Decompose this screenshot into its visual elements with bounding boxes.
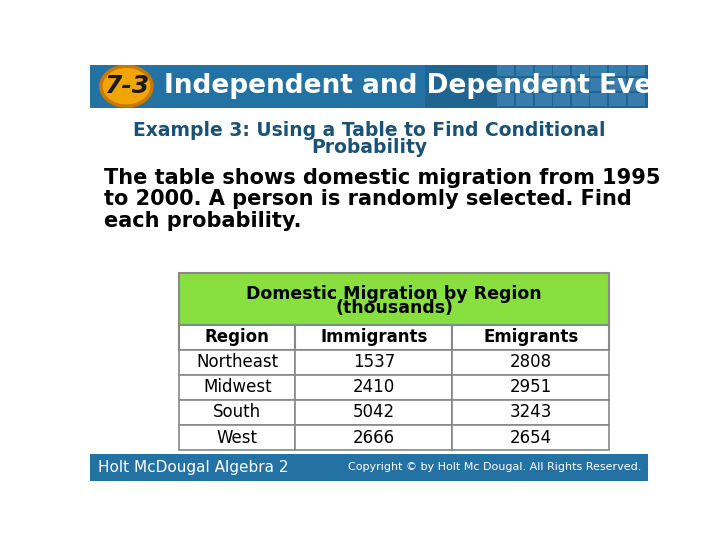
Bar (425, 65, 648, 107)
Bar (516, 63, 533, 76)
Bar (295, 425, 452, 450)
Bar (179, 425, 295, 450)
Bar (516, 93, 533, 106)
Bar (628, 63, 644, 76)
Text: 2951: 2951 (510, 379, 552, 396)
Bar (498, 93, 514, 106)
Text: West: West (217, 429, 258, 447)
Bar (609, 78, 626, 91)
Bar (534, 93, 552, 106)
Text: Holt McDougal Algebra 2: Holt McDougal Algebra 2 (98, 460, 288, 475)
Bar (590, 78, 608, 91)
Bar (609, 93, 626, 106)
Text: Northeast: Northeast (196, 353, 278, 372)
Bar (295, 350, 452, 375)
Bar (179, 350, 295, 375)
Bar (452, 350, 609, 375)
Bar (452, 375, 609, 400)
Ellipse shape (101, 66, 152, 106)
Bar (295, 375, 452, 400)
Bar (609, 63, 626, 76)
Text: Immigrants: Immigrants (320, 328, 428, 346)
Bar (534, 63, 552, 76)
Text: 5042: 5042 (353, 403, 395, 422)
Text: each probability.: each probability. (104, 211, 302, 231)
Bar (452, 425, 609, 450)
Bar (179, 400, 295, 425)
Text: 3243: 3243 (510, 403, 552, 422)
Text: to 2000. A person is randomly selected. Find: to 2000. A person is randomly selected. … (104, 189, 631, 209)
Bar (553, 78, 570, 91)
Bar (452, 325, 609, 350)
Bar (628, 93, 644, 106)
Text: Independent and Dependent Events: Independent and Dependent Events (163, 73, 699, 99)
Bar (553, 93, 570, 106)
Text: Emigrants: Emigrants (483, 328, 578, 346)
Text: (thousands): (thousands) (336, 299, 453, 317)
Text: The table shows domestic migration from 1995: The table shows domestic migration from … (104, 168, 660, 188)
Text: Copyright © by Holt Mc Dougal. All Rights Reserved.: Copyright © by Holt Mc Dougal. All Right… (348, 462, 642, 472)
Bar (295, 325, 452, 350)
Text: South: South (213, 403, 261, 422)
Bar (452, 400, 609, 425)
Text: 1537: 1537 (353, 353, 395, 372)
Bar (90, 65, 648, 107)
Bar (628, 78, 644, 91)
Bar (516, 78, 533, 91)
Bar (90, 454, 648, 481)
Text: 2410: 2410 (353, 379, 395, 396)
Bar (590, 93, 608, 106)
Text: Probability: Probability (311, 138, 427, 158)
Bar (572, 93, 589, 106)
Bar (572, 78, 589, 91)
Bar (498, 63, 514, 76)
Text: Region: Region (204, 328, 269, 346)
Text: 2666: 2666 (353, 429, 395, 447)
Bar (498, 78, 514, 91)
Bar (179, 273, 609, 325)
Bar (534, 78, 552, 91)
Bar (590, 63, 608, 76)
Bar (179, 375, 295, 400)
Text: 2808: 2808 (510, 353, 552, 372)
Text: 2654: 2654 (510, 429, 552, 447)
Bar (553, 63, 570, 76)
Text: Domestic Migration by Region: Domestic Migration by Region (246, 285, 542, 303)
Bar (295, 400, 452, 425)
Text: Example 3: Using a Table to Find Conditional: Example 3: Using a Table to Find Conditi… (132, 122, 606, 140)
Text: Midwest: Midwest (203, 379, 271, 396)
Bar (572, 63, 589, 76)
Bar (179, 325, 295, 350)
Text: 7-3: 7-3 (104, 74, 149, 98)
